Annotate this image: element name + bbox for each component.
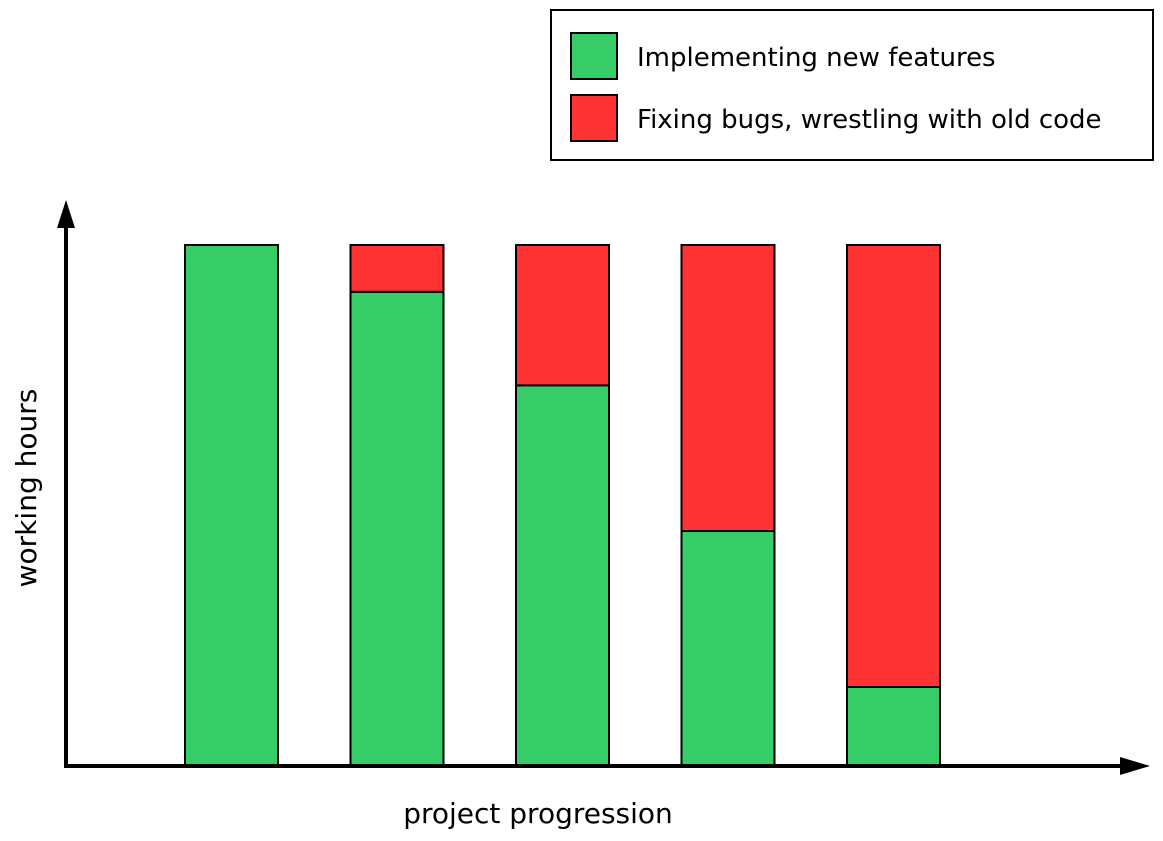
bar-4-bugs [680,244,776,532]
bar-3-bugs [515,244,610,387]
y-axis-label: working hours [10,389,43,588]
x-axis-arrow [1120,757,1150,775]
y-axis-arrow [57,200,75,228]
legend: Implementing new features Fixing bugs, w… [550,9,1154,161]
legend-swatch-features [570,32,618,80]
bar-1-features [184,244,279,766]
axes [57,200,1150,775]
bar-2-bugs [349,244,445,293]
bar-3-features [515,384,610,766]
bar-5-features [846,686,941,766]
x-axis-label: project progression [403,797,673,830]
bar-2-features [349,290,445,766]
legend-label-features: Implementing new features [637,43,996,73]
legend-swatch-bugs [570,94,618,142]
legend-box [550,9,1154,161]
bar-4-features [680,530,776,766]
bars [184,244,941,766]
bar-5-bugs [846,244,941,688]
legend-label-bugs: Fixing bugs, wrestling with old code [637,105,1102,135]
